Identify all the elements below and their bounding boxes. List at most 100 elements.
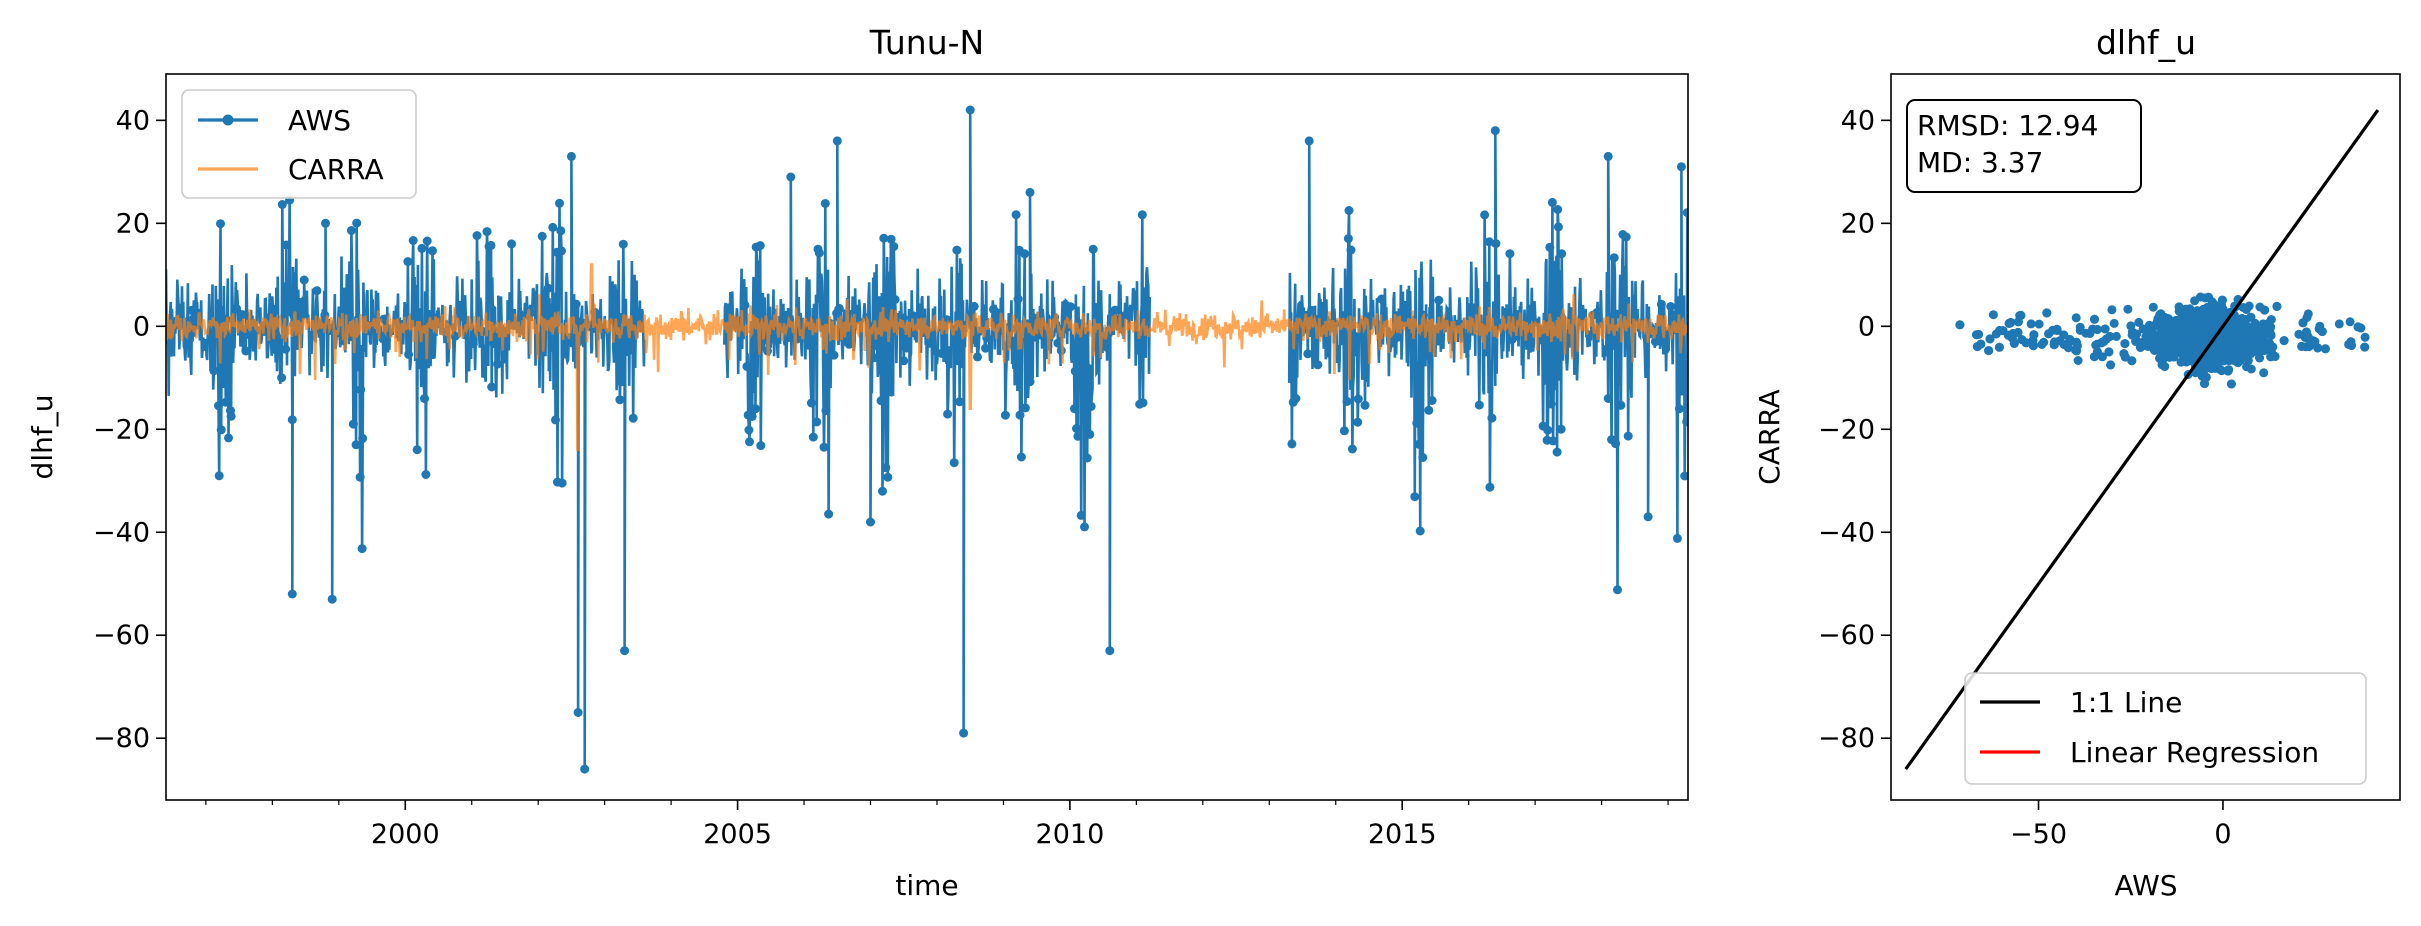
aws-point <box>312 286 322 296</box>
aws-point <box>573 708 583 717</box>
aws-point <box>1474 400 1484 410</box>
aws-point <box>1088 244 1098 254</box>
x-tick-label: 2005 <box>703 819 772 850</box>
aws-point <box>973 352 982 362</box>
aws-point <box>187 305 197 315</box>
aws-point <box>1347 444 1357 454</box>
scatter-point <box>2088 324 2098 334</box>
aws-point <box>747 411 757 421</box>
aws-point <box>832 136 842 146</box>
aws-point <box>1412 418 1422 428</box>
aws-point <box>1682 208 1688 218</box>
right-axes-frame <box>1890 73 2401 801</box>
aws-point <box>277 200 287 209</box>
aws-point <box>955 397 965 407</box>
aws-point <box>281 344 291 354</box>
aws-point <box>1377 294 1387 304</box>
x-tick-label: 0 <box>2214 819 2231 850</box>
aws-point <box>1546 399 1556 409</box>
legend-aws-marker <box>222 114 234 126</box>
aws-point <box>1613 585 1622 595</box>
aws-series-line <box>1287 130 1688 590</box>
scatter-point <box>2091 340 2101 350</box>
aws-point <box>1342 396 1352 406</box>
left-ticks: 2000 2005 2010 2015 −80 −60 −40 −20 0 20 40 <box>93 105 1669 850</box>
scatter-point <box>2028 341 2038 351</box>
right-xlabel: AWS <box>2114 869 2177 902</box>
scatter-point <box>2221 345 2231 355</box>
y-tick-label: 0 <box>1858 311 1875 342</box>
aws-point <box>489 339 499 348</box>
aws-point <box>299 275 309 285</box>
aws-point <box>1611 439 1621 449</box>
aws-point <box>1138 398 1148 408</box>
aws-point <box>216 425 226 435</box>
aws-point <box>1025 377 1035 387</box>
scatter-point <box>2176 357 2186 367</box>
scatter-point <box>2149 344 2159 354</box>
aws-point <box>959 728 969 738</box>
aws-point <box>814 248 824 258</box>
scatter-point <box>2071 345 2081 355</box>
scatter-point <box>2360 342 2370 352</box>
aws-point <box>1313 360 1323 370</box>
aws-point <box>620 646 630 656</box>
scatter-point <box>2042 308 2052 318</box>
aws-point <box>557 246 566 256</box>
scatter-point <box>2255 353 2265 363</box>
scatter-point <box>2249 339 2259 349</box>
right-legend: 1:1 Line Linear Regression <box>1964 672 2367 785</box>
scatter-point <box>2175 339 2185 349</box>
scatter-point <box>2174 302 2184 312</box>
aws-point <box>557 478 567 488</box>
aws-point <box>1393 332 1403 342</box>
aws-point <box>555 198 564 208</box>
aws-point <box>1070 404 1079 414</box>
aws-point <box>742 362 752 371</box>
aws-point <box>1073 431 1083 441</box>
aws-point <box>241 346 251 356</box>
aws-point <box>1666 302 1676 311</box>
aws-point <box>356 385 366 395</box>
y-tick-label: −20 <box>93 414 150 445</box>
scatter-point <box>2260 305 2270 315</box>
aws-point <box>1621 232 1631 242</box>
aws-point <box>358 433 368 443</box>
scatter-point <box>2148 302 2158 312</box>
aws-point <box>886 234 896 244</box>
aws-point <box>1105 646 1115 656</box>
aws-point <box>1084 385 1093 395</box>
scatter-panel: dlhf_u −50 0 −80 −60 −40 −20 0 20 40 AWS CARRA R… <box>1753 23 2401 902</box>
aws-point <box>1086 401 1096 411</box>
aws-point <box>1344 206 1354 215</box>
scatter-point <box>2037 340 2047 349</box>
scatter-point <box>2303 309 2313 319</box>
aws-point <box>1507 335 1517 345</box>
aws-point <box>355 472 365 482</box>
aws-point <box>1343 234 1353 244</box>
aws-point <box>348 419 358 429</box>
aws-point <box>237 310 247 320</box>
aws-point <box>403 257 413 267</box>
aws-point <box>1427 396 1437 405</box>
scatter-point <box>1988 310 1998 320</box>
scatter-point <box>2317 327 2327 337</box>
y-tick-label: −80 <box>93 723 150 754</box>
right-title: dlhf_u <box>2096 23 2196 62</box>
scatter-point <box>2200 379 2209 389</box>
legend-carra-label: CARRA <box>288 153 384 186</box>
aws-point <box>881 463 891 473</box>
aws-point <box>216 219 225 229</box>
left-legend-box <box>181 89 417 199</box>
aws-point <box>876 396 886 406</box>
scatter-point <box>2266 352 2276 362</box>
y-tick-label: −40 <box>1818 517 1875 548</box>
scatter-point <box>1984 346 1994 356</box>
scatter-point <box>2208 356 2218 366</box>
aws-point <box>543 283 553 293</box>
aws-point <box>902 343 912 353</box>
stats-box-frame <box>1906 99 2142 193</box>
scatter-point <box>2237 348 2247 358</box>
x-tick-label: 2010 <box>1036 819 1105 850</box>
